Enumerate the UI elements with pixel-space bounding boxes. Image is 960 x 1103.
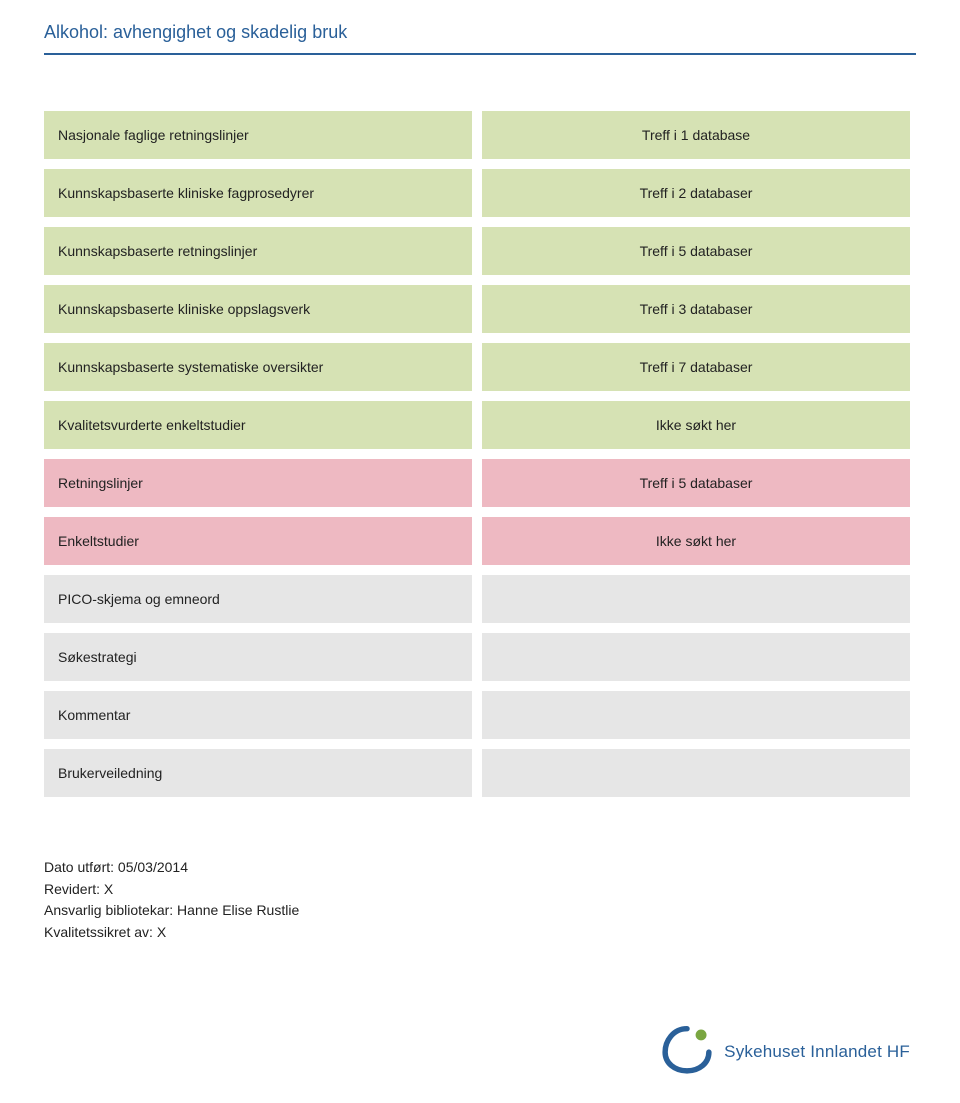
row-label: Enkeltstudier [44,517,472,565]
row-label: Kunnskapsbaserte kliniske oppslagsverk [44,285,472,333]
table-row: Nasjonale faglige retningslinjer Treff i… [44,111,916,159]
row-label: Søkestrategi [44,633,472,681]
organization-logo: Sykehuset Innlandet HF [662,1024,910,1079]
footer-metadata: Dato utført: 05/03/2014 Revidert: X Ansv… [44,857,916,944]
table-row: Kunnskapsbaserte retningslinjer Treff i … [44,227,916,275]
footer-revised: Revidert: X [44,879,916,901]
row-value: Treff i 2 databaser [482,169,910,217]
row-value [482,575,910,623]
table-row: Kvalitetsvurderte enkeltstudier Ikke søk… [44,401,916,449]
table-row: Brukerveiledning [44,749,916,797]
result-table: Nasjonale faglige retningslinjer Treff i… [44,111,916,807]
table-row: Kunnskapsbaserte kliniske oppslagsverk T… [44,285,916,333]
row-label: Retningslinjer [44,459,472,507]
swoosh-icon [662,1024,712,1079]
row-value [482,633,910,681]
row-label: PICO-skjema og emneord [44,575,472,623]
table-row: Retningslinjer Treff i 5 databaser [44,459,916,507]
row-label: Kvalitetsvurderte enkeltstudier [44,401,472,449]
row-value [482,749,910,797]
row-label: Nasjonale faglige retningslinjer [44,111,472,159]
row-value: Treff i 3 databaser [482,285,910,333]
table-row: Kommentar [44,691,916,739]
row-label: Kommentar [44,691,472,739]
page-title: Alkohol: avhengighet og skadelig bruk [44,22,916,55]
row-label: Kunnskapsbaserte systematiske oversikter [44,343,472,391]
footer-date: Dato utført: 05/03/2014 [44,857,916,879]
row-value: Treff i 7 databaser [482,343,910,391]
row-value: Ikke søkt her [482,401,910,449]
row-label: Brukerveiledning [44,749,472,797]
organization-name: Sykehuset Innlandet HF [724,1042,910,1062]
table-row: Kunnskapsbaserte kliniske fagprosedyrer … [44,169,916,217]
table-row: Enkeltstudier Ikke søkt her [44,517,916,565]
table-row: Søkestrategi [44,633,916,681]
row-value: Treff i 1 database [482,111,910,159]
table-row: Kunnskapsbaserte systematiske oversikter… [44,343,916,391]
footer-librarian: Ansvarlig bibliotekar: Hanne Elise Rustl… [44,900,916,922]
row-label: Kunnskapsbaserte retningslinjer [44,227,472,275]
row-label: Kunnskapsbaserte kliniske fagprosedyrer [44,169,472,217]
row-value [482,691,910,739]
row-value: Ikke søkt her [482,517,910,565]
footer-qa: Kvalitetssikret av: X [44,922,916,944]
table-row: PICO-skjema og emneord [44,575,916,623]
row-value: Treff i 5 databaser [482,459,910,507]
row-value: Treff i 5 databaser [482,227,910,275]
